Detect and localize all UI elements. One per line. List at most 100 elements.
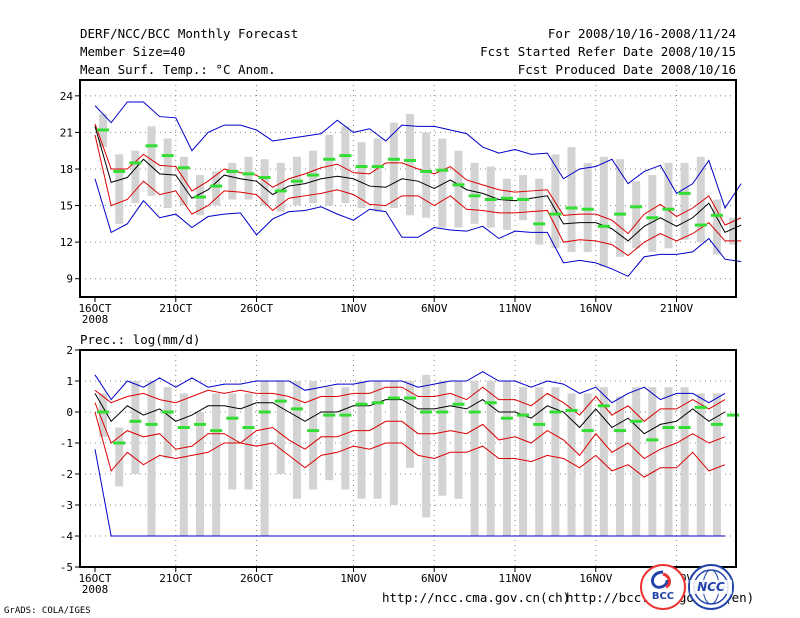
precip-member-marker xyxy=(177,426,190,429)
temp-ensemble-box xyxy=(276,162,285,212)
temp-ensemble-box xyxy=(502,178,511,230)
precip-ensemble-box xyxy=(535,387,544,536)
temp-ensemble-box xyxy=(486,166,495,228)
temp-member-marker xyxy=(710,213,723,217)
temp-ytick-label: 15 xyxy=(60,200,73,213)
temp-ensemble-box xyxy=(131,150,140,204)
precip-member-marker xyxy=(339,413,352,417)
precip-ensemble-box xyxy=(696,393,705,536)
temp-ensemble-box xyxy=(373,138,382,212)
temp-ensemble-box xyxy=(729,217,738,245)
temp-member-marker xyxy=(161,154,174,158)
precip-member-marker xyxy=(355,402,368,406)
ncc-logo: NCC xyxy=(688,564,734,610)
precip-member-marker xyxy=(145,422,158,426)
precip-ensemble-box xyxy=(163,387,172,459)
precip-ytick-label: 1 xyxy=(66,375,73,388)
precip-member-marker xyxy=(484,401,497,405)
precip-ytick-label: 2 xyxy=(66,344,73,357)
precip-ensemble-box xyxy=(244,393,253,490)
precip-member-marker xyxy=(404,396,416,400)
temp-ensemble-box xyxy=(632,181,641,249)
chart-title: DERF/NCC/BCC Monthly Forecast xyxy=(80,26,299,41)
precip-ensemble-box xyxy=(664,387,673,536)
precip-member-marker xyxy=(678,426,691,429)
temp-member-marker xyxy=(597,224,610,228)
precip-ensemble-box xyxy=(470,381,479,536)
precip-member-marker xyxy=(452,402,465,406)
precip-ytick-label: -2 xyxy=(60,468,73,481)
temp-member-marker xyxy=(549,212,562,216)
precip-ensemble-box xyxy=(486,381,495,536)
precip-ensemble-box xyxy=(99,393,108,437)
precip-ytick-label: -4 xyxy=(60,530,74,543)
precip-member-marker xyxy=(97,410,110,414)
temp-member-marker xyxy=(339,154,352,158)
temp-member-marker xyxy=(226,169,239,173)
precip-member-marker xyxy=(662,426,675,429)
temp-member-marker xyxy=(678,191,691,195)
precip-xtick-label: 21OCT xyxy=(159,572,192,585)
precip-ensemble-box xyxy=(712,393,721,536)
precip-member-marker xyxy=(323,413,336,417)
precip-ensemble-box xyxy=(567,393,576,536)
temp-ensemble-box xyxy=(179,156,188,206)
precip-spread-high-line xyxy=(94,386,726,422)
precip-max-line xyxy=(94,371,726,404)
precip-ensemble-box xyxy=(260,381,269,536)
precip-member-marker xyxy=(387,396,400,400)
temp-xtick-label: 21NOV xyxy=(660,302,693,315)
precip-ensemble-box xyxy=(438,381,447,496)
temp-member-marker xyxy=(387,157,400,161)
temp-ensemble-box xyxy=(551,154,560,249)
precip-xtick-label: 6NOV xyxy=(421,572,448,585)
variable-label: Mean Surf. Temp.: °C Anom. xyxy=(80,62,276,77)
temp-member-marker xyxy=(452,183,465,187)
temp-member-marker xyxy=(210,184,223,188)
temp-member-marker xyxy=(468,194,481,198)
temp-member-marker xyxy=(662,207,675,211)
precip-member-marker xyxy=(226,416,239,420)
temp-member-marker xyxy=(630,205,643,209)
temp-ensemble-box xyxy=(454,150,463,228)
precip-member-marker xyxy=(194,422,206,426)
precip-member-marker xyxy=(727,413,740,417)
bcc-logo: BCC xyxy=(640,564,686,610)
temp-ensemble-box xyxy=(163,138,172,209)
temp-member-marker xyxy=(323,157,336,161)
temp-xtick-label: 16OCT xyxy=(78,302,111,315)
temp-frame xyxy=(79,79,737,298)
precip-ensemble-box xyxy=(309,381,318,490)
temp-ensemble-box xyxy=(422,132,431,218)
precip-ensemble-box xyxy=(212,393,221,536)
ncc-logo-text: NCC xyxy=(690,580,732,594)
temp-member-marker xyxy=(97,128,110,132)
temp-member-marker xyxy=(646,216,659,220)
ncc-url[interactable]: http://ncc.cma.gov.cn(ch) xyxy=(382,590,571,605)
forecast-period: For 2008/10/16-2008/11/24 xyxy=(547,26,736,41)
precip-ensemble-box xyxy=(648,387,657,536)
temp-member-marker xyxy=(274,189,287,193)
temp-ytick-label: 18 xyxy=(60,163,73,176)
temp-mean-line xyxy=(94,126,742,242)
precip-ensemble-box xyxy=(519,387,528,536)
precip-year-label: 2008 xyxy=(82,583,109,596)
precip-member-marker xyxy=(597,404,610,408)
temp-spread-high-line xyxy=(94,123,742,235)
temp-ensemble-box xyxy=(341,126,350,204)
temp-ensemble-box xyxy=(196,175,204,216)
precip-member-marker xyxy=(161,410,174,414)
precip-ensemble-box xyxy=(357,381,366,499)
temp-member-marker xyxy=(307,173,320,177)
precip-member-marker xyxy=(242,426,255,429)
temp-member-marker xyxy=(129,161,142,165)
temp-ensemble-box xyxy=(712,199,721,255)
temp-member-marker xyxy=(145,144,158,148)
temp-ensemble-box xyxy=(470,162,479,224)
precip-ensemble-box xyxy=(131,381,140,474)
temp-xtick-label: 21OCT xyxy=(159,302,192,315)
temp-member-marker xyxy=(242,172,255,176)
precip-ensemble-box xyxy=(373,381,382,499)
precip-ensemble-box xyxy=(616,396,624,536)
precip-member-marker xyxy=(630,419,643,423)
